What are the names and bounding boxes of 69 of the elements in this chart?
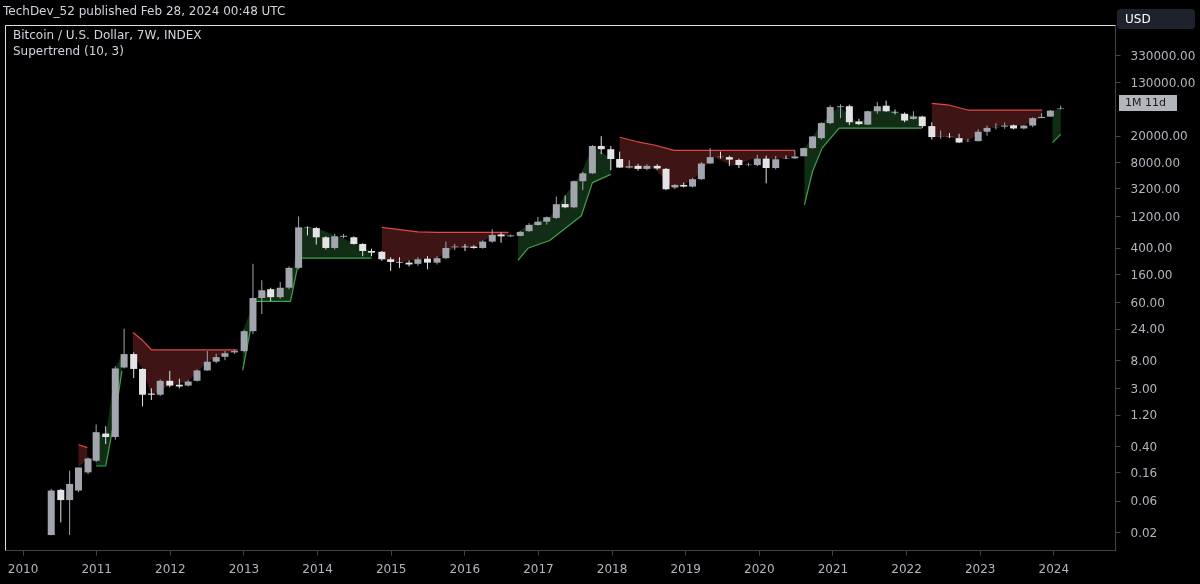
- y-tick-label: 60.00: [1130, 295, 1165, 310]
- x-tick-label: 2020: [744, 561, 775, 576]
- x-tick-label: 2012: [155, 561, 186, 576]
- candlestick: [579, 171, 587, 191]
- x-tick-label: 2011: [81, 561, 112, 576]
- chart-title: Bitcoin / U.S. Dollar, 7W, INDEX: [13, 28, 202, 42]
- y-tick-label: 130000.00: [1130, 75, 1196, 90]
- candlestick: [66, 470, 74, 536]
- candlestick: [1001, 121, 1009, 130]
- candlestick: [762, 155, 770, 184]
- y-tick-label: 3.00: [1130, 381, 1158, 396]
- candlestick: [258, 279, 266, 315]
- line-series: [803, 127, 923, 206]
- x-tick-label: 2023: [964, 561, 996, 576]
- text: 1M 11d: [1125, 96, 1166, 109]
- candlestick: [992, 122, 1000, 130]
- y-tick-label: 0.02: [1130, 525, 1158, 540]
- y-tick-label: 0.16: [1130, 465, 1158, 480]
- x-tick-label: 2019: [670, 561, 701, 576]
- y-tick-label: 160.00: [1130, 267, 1173, 282]
- y-tick-label: 3200.00: [1130, 181, 1181, 196]
- candlestick: [983, 125, 991, 137]
- candlestick: [855, 118, 863, 126]
- line-series: [517, 173, 612, 261]
- y-tick-label: 0.06: [1130, 494, 1158, 509]
- y-tick-label: 330000.00: [1130, 48, 1196, 63]
- candlestick: [285, 265, 293, 290]
- y-tick-label: 0.40: [1130, 439, 1158, 454]
- text: TechDev_52 published Feb 28, 2024 00:48 UTC: [2, 4, 286, 18]
- candlestick: [607, 145, 615, 171]
- candlestick: [57, 488, 65, 523]
- x-tick-label: 2022: [891, 561, 922, 576]
- y-tick-label: 1200.00: [1130, 209, 1181, 224]
- candlestick: [130, 351, 138, 379]
- candlestick: [534, 216, 542, 227]
- candlestick: [845, 104, 853, 126]
- candlestick: [826, 104, 834, 125]
- y-tick-label: 1.20: [1130, 408, 1158, 423]
- x-tick-label: 2018: [596, 561, 628, 576]
- y-tick-label: 24.00: [1130, 322, 1165, 337]
- candlestick: [507, 233, 515, 238]
- y-tick-label: 8.00: [1130, 353, 1158, 368]
- x-tick-label: 2017: [523, 561, 554, 576]
- candlestick: [837, 103, 845, 119]
- x-tick-label: 2010: [7, 561, 39, 576]
- candlestick: [634, 163, 642, 172]
- candlestick: [662, 167, 670, 191]
- line-series: [619, 136, 796, 151]
- candlestick: [203, 350, 211, 372]
- candlestick: [395, 256, 403, 269]
- candlestick: [643, 163, 651, 171]
- candlestick: [120, 328, 128, 369]
- x-tick-label: 2015: [375, 561, 407, 576]
- candlestick: [597, 135, 605, 155]
- x-tick-label: 2013: [228, 561, 260, 576]
- candlestick: [497, 232, 505, 244]
- x-tick-label: 2014: [302, 561, 333, 576]
- candlestick: [240, 329, 248, 353]
- text: USD: [1125, 12, 1151, 26]
- x-tick-label: 2024: [1038, 561, 1070, 576]
- y-tick-label: 20000.00: [1130, 129, 1188, 144]
- y-tick-label: 400.00: [1130, 241, 1173, 256]
- x-tick-label: 2021: [817, 561, 849, 576]
- text: Supertrend (10, 3): [13, 44, 124, 58]
- y-tick-label: 8000.00: [1130, 155, 1181, 170]
- candlestick: [552, 196, 560, 220]
- candlestick: [221, 350, 229, 361]
- x-tick-label: 2016: [449, 561, 481, 576]
- candlestick: [74, 466, 82, 493]
